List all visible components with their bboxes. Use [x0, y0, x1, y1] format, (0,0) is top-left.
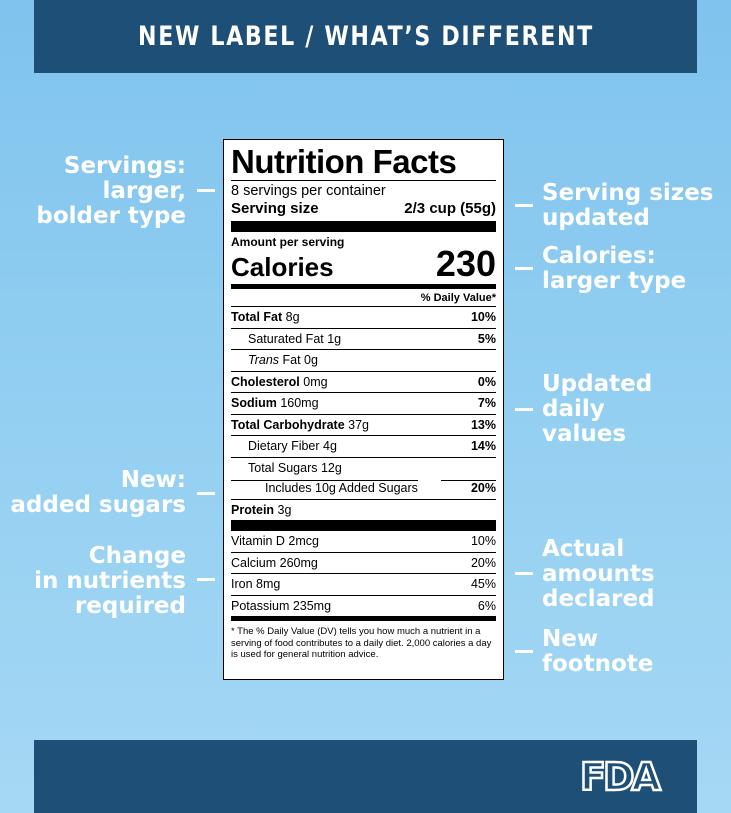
- footer-banner: FDA: [34, 740, 697, 813]
- calories-value: 230: [435, 243, 496, 284]
- serving-size-value: 2/3 cup (55g): [404, 200, 496, 217]
- callout-line: footnote: [542, 651, 654, 677]
- nutrient-name: Sodium 160mg: [231, 396, 319, 411]
- nutrient-name: Includes 10g Added Sugars: [231, 480, 418, 495]
- callout-calories: Calories: larger type: [542, 244, 686, 294]
- callout-line: Updated: [542, 371, 653, 397]
- vitamin-row: Iron 8mg 45%: [231, 573, 496, 595]
- callout-line: updated: [542, 205, 650, 231]
- label-title: Nutrition Facts: [231, 143, 457, 180]
- divider-medium: [231, 284, 496, 289]
- callout-servings: Servings: larger, bolder type: [36, 154, 186, 229]
- callout-line: values: [542, 421, 627, 447]
- nutrient-row: Total Carbohydrate 37g 13%: [231, 413, 496, 436]
- calories-label: Calories: [231, 252, 334, 282]
- callout-line: New:: [120, 467, 186, 493]
- nutrient-pct: 10%: [470, 310, 496, 325]
- vitamin-name: Potassium 235mg: [231, 598, 332, 613]
- callout-line: amounts: [542, 561, 655, 587]
- vitamin-row: Calcium 260mg 20%: [231, 551, 496, 574]
- callout-line: declared: [542, 586, 655, 612]
- callout-dash: [197, 492, 215, 495]
- callout-dash: [515, 572, 533, 575]
- callout-line: Servings:: [63, 153, 186, 179]
- fda-logo: FDA: [579, 756, 666, 796]
- divider-thick: [231, 221, 496, 232]
- callout-added-sugars: New: added sugars: [10, 468, 186, 518]
- callout-line: larger type: [542, 268, 687, 294]
- vitamin-pct: 6%: [477, 598, 496, 613]
- calories-row: Calories 230: [231, 243, 496, 284]
- nutrient-row: Sodium 160mg 7%: [231, 392, 496, 414]
- vitamin-row: Potassium 235mg 6%: [231, 594, 496, 617]
- nutrient-pct: 7%: [477, 396, 496, 411]
- callout-line: required: [74, 593, 186, 619]
- footnote: * The % Daily Value (DV) tells you how m…: [231, 626, 492, 660]
- nutrient-row: Total Sugars 12g: [231, 456, 496, 479]
- callout-line: Change: [88, 543, 186, 569]
- vitamin-name: Vitamin D 2mcg: [231, 534, 319, 549]
- servings-per-container: 8 servings per container: [231, 183, 386, 199]
- nutrient-pct: 5%: [477, 331, 496, 346]
- serving-size-row: Serving size 2/3 cup (55g): [231, 200, 496, 217]
- callout-dash: [515, 408, 533, 411]
- nutrient-pct: 14%: [470, 439, 496, 454]
- nutrient-name: Total Sugars 12g: [248, 460, 342, 475]
- nutrient-row: Saturated Fat 1g 5%: [231, 327, 496, 350]
- callout-line: in nutrients: [34, 568, 186, 594]
- callout-dash: [515, 204, 533, 207]
- callout-footnote: New footnote: [542, 627, 653, 677]
- callout-dash: [197, 578, 215, 581]
- callout-line: added sugars: [10, 492, 186, 518]
- vitamin-row: Vitamin D 2mcg 10%: [231, 531, 496, 552]
- callout-actual-amounts: Actual amounts declared: [542, 537, 655, 612]
- nutrient-pct: 0%: [477, 374, 496, 389]
- callout-dash: [515, 267, 533, 270]
- nutrient-name: Trans Fat 0g: [248, 353, 318, 368]
- nutrient-name: Total Carbohydrate 37g: [231, 417, 370, 432]
- nutrient-name: Saturated Fat 1g: [248, 331, 342, 346]
- callout-line: daily: [542, 396, 605, 422]
- divider: [231, 180, 496, 181]
- nutrition-facts-label: Nutrition Facts 8 servings per container…: [223, 139, 504, 680]
- callout-line: Serving sizes: [542, 180, 714, 206]
- serving-size-label: Serving size: [231, 200, 319, 217]
- callout-line: Calories:: [542, 243, 656, 269]
- callout-line: Actual: [542, 536, 625, 562]
- callout-serving-sizes: Serving sizes updated: [542, 181, 713, 231]
- callout-dash: [197, 189, 215, 192]
- nutrient-pct: 13%: [470, 417, 496, 432]
- nutrient-row: Trans Fat 0g: [231, 349, 496, 371]
- nutrient-name: Dietary Fiber 4g: [248, 439, 337, 454]
- nutrient-row: Includes 10g Added Sugars 20%: [231, 478, 496, 499]
- fda-logo-text: FDA: [580, 756, 662, 796]
- nutrient-name: Cholesterol 0mg: [231, 374, 328, 389]
- nutrient-name: Protein 3g: [231, 502, 292, 517]
- nutrient-row: Cholesterol 0mg 0%: [231, 370, 496, 393]
- callout-line: larger,: [102, 178, 186, 204]
- callout-daily-values: Updated daily values: [542, 372, 652, 447]
- callout-line: New: [542, 626, 599, 652]
- nutrient-name: Total Fat 8g: [231, 310, 300, 325]
- header-banner: NEW LABEL / WHAT’S DIFFERENT: [34, 0, 697, 73]
- page-title: NEW LABEL / WHAT’S DIFFERENT: [137, 21, 594, 52]
- vitamin-pct: 10%: [470, 534, 496, 549]
- callout-dash: [515, 650, 533, 653]
- divider-medium: [231, 616, 496, 621]
- daily-value-header: % Daily Value*: [420, 292, 496, 304]
- divider-thick: [231, 520, 496, 531]
- nutrient-row: Protein 3g: [231, 498, 496, 521]
- callout-line: bolder type: [36, 203, 186, 229]
- nutrient-pct: 20%: [440, 480, 496, 495]
- vitamin-name: Iron 8mg: [231, 577, 281, 592]
- vitamin-pct: 20%: [470, 555, 496, 570]
- vitamin-pct: 45%: [470, 577, 496, 592]
- amount-per-serving: Amount per serving: [231, 235, 345, 249]
- nutrient-row: Dietary Fiber 4g 14%: [231, 435, 496, 457]
- callout-nutrients-change: Change in nutrients required: [34, 544, 186, 619]
- vitamin-name: Calcium 260mg: [231, 555, 318, 570]
- nutrient-row: Total Fat 8g 10%: [231, 306, 496, 328]
